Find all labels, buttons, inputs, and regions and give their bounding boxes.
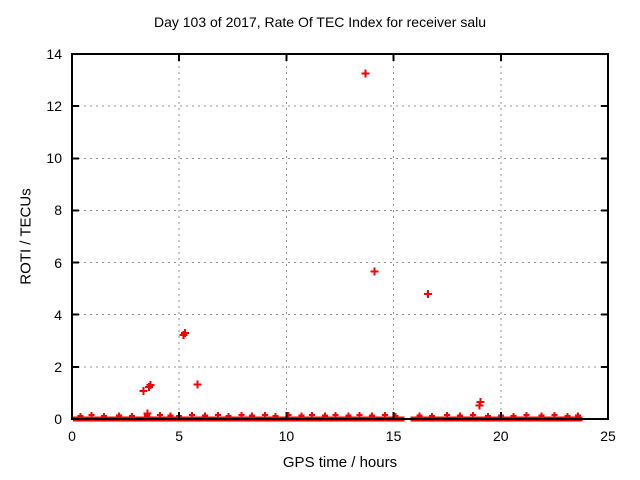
x-tick-label: 25 xyxy=(600,428,616,444)
y-tick-label: 0 xyxy=(54,411,62,427)
data-point-marker xyxy=(423,289,432,298)
baseline-bump-marker xyxy=(129,412,136,419)
x-axis-label: GPS time / hours xyxy=(282,454,398,471)
data-point-marker xyxy=(146,381,155,390)
baseline-bump-marker xyxy=(444,412,451,419)
baseline-bump-marker xyxy=(551,412,558,419)
x-tick-label: 20 xyxy=(493,428,509,444)
baseline-bump-marker xyxy=(523,412,530,419)
baseline-bump-marker xyxy=(156,411,163,418)
y-tick-label: 2 xyxy=(54,358,62,375)
baseline-bump-marker xyxy=(272,412,279,419)
baseline-bump-marker xyxy=(309,411,316,418)
data-point-marker xyxy=(193,380,202,389)
y-axis-label: ROTI / TECUs xyxy=(17,188,35,285)
baseline-bump-marker xyxy=(238,412,245,419)
x-tick-label: 5 xyxy=(175,428,184,444)
baseline-bump-marker xyxy=(457,412,464,419)
baseline-bump-marker xyxy=(298,412,305,419)
baseline-bump-marker xyxy=(201,412,208,419)
data-point-marker xyxy=(180,328,189,337)
baseline-bump-marker xyxy=(574,412,581,419)
baseline-bump-marker xyxy=(214,411,221,418)
baseline-bump-marker xyxy=(416,412,423,419)
y-tick-label: 4 xyxy=(54,306,62,323)
baseline-bump-marker xyxy=(469,412,476,419)
y-tick-label: 8 xyxy=(54,202,62,219)
baseline-bump-marker xyxy=(321,412,328,419)
y-tick-label: 10 xyxy=(46,150,62,167)
y-tick-label: 14 xyxy=(46,46,62,62)
baseline-bump-marker xyxy=(332,412,339,419)
baseline-bump-marker xyxy=(429,412,436,419)
x-tick-label: 0 xyxy=(68,428,76,444)
baseline-bump-marker xyxy=(189,412,196,419)
baseline-bump-marker xyxy=(167,412,174,419)
baseline-bump-marker xyxy=(261,411,268,418)
baseline-bump-marker xyxy=(538,412,545,419)
data-point-marker xyxy=(370,267,379,276)
data-point-marker xyxy=(361,69,370,78)
baseline-bump-marker xyxy=(88,411,95,418)
baseline-bump-marker xyxy=(510,412,517,419)
x-tick-label: 15 xyxy=(385,428,402,444)
baseline-bump-marker xyxy=(369,412,376,419)
y-tick-label: 6 xyxy=(54,254,62,271)
baseline-bump-marker xyxy=(484,412,491,419)
baseline-bump-marker xyxy=(249,412,256,419)
baseline-bump-marker xyxy=(116,412,123,419)
chart-title: Day 103 of 2017, Rate Of TEC Index for r… xyxy=(153,14,487,30)
y-tick-label: 12 xyxy=(46,98,62,115)
data-point-marker xyxy=(143,409,152,418)
baseline-bump-marker xyxy=(382,412,389,419)
data-point-marker xyxy=(139,386,148,395)
plot-border xyxy=(71,53,609,420)
x-tick-label: 10 xyxy=(278,428,295,444)
baseline-bump-marker xyxy=(77,412,84,419)
baseline-bump-marker xyxy=(225,412,232,419)
baseline-bump-marker xyxy=(101,412,108,419)
baseline-bump-marker xyxy=(564,412,571,419)
data-point-marker xyxy=(476,397,485,406)
baseline-bump-marker xyxy=(345,412,352,419)
baseline-bump-marker xyxy=(356,411,363,418)
